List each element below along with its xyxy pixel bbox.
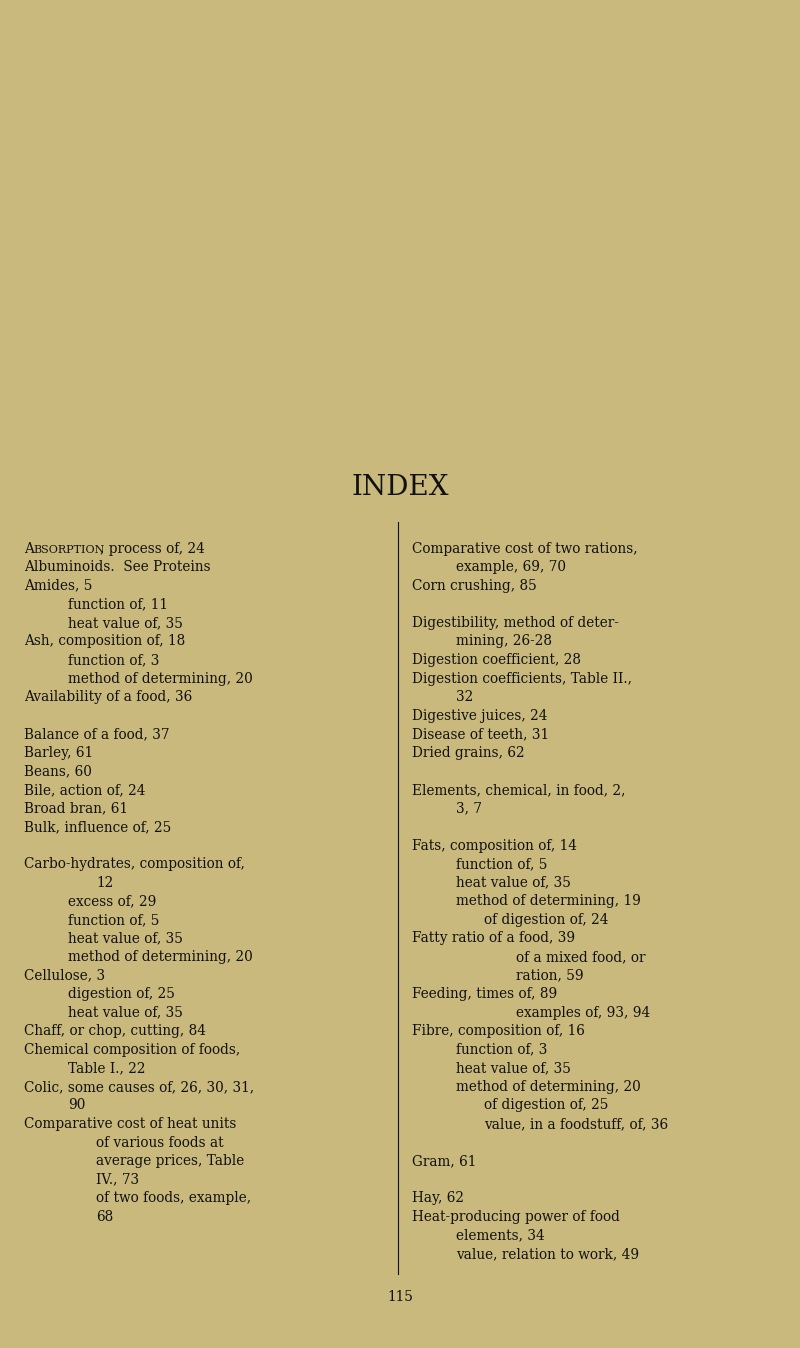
Text: ration, 59: ration, 59 <box>516 968 584 983</box>
Text: function of, 3: function of, 3 <box>456 1043 547 1057</box>
Text: INDEX: INDEX <box>351 474 449 501</box>
Text: Albuminoids.  See Proteins: Albuminoids. See Proteins <box>24 561 210 574</box>
Text: Balance of a food, 37: Balance of a food, 37 <box>24 728 170 741</box>
Text: Disease of teeth, 31: Disease of teeth, 31 <box>412 728 549 741</box>
Text: Feeding, times of, 89: Feeding, times of, 89 <box>412 987 558 1002</box>
Text: Dried grains, 62: Dried grains, 62 <box>412 745 525 760</box>
Text: function of, 5: function of, 5 <box>68 913 159 927</box>
Text: heat value of, 35: heat value of, 35 <box>456 876 571 890</box>
Text: 32: 32 <box>456 690 474 704</box>
Text: heat value of, 35: heat value of, 35 <box>456 1061 571 1076</box>
Text: function of, 3: function of, 3 <box>68 652 159 667</box>
Text: function of, 5: function of, 5 <box>456 857 547 871</box>
Text: Availability of a food, 36: Availability of a food, 36 <box>24 690 192 704</box>
Text: method of determining, 20: method of determining, 20 <box>68 950 253 964</box>
Text: heat value of, 35: heat value of, 35 <box>68 931 183 945</box>
Text: Cellulose, 3: Cellulose, 3 <box>24 968 105 983</box>
Text: 90: 90 <box>68 1099 86 1112</box>
Text: Corn crushing, 85: Corn crushing, 85 <box>412 578 537 593</box>
Text: function of, 11: function of, 11 <box>68 597 168 612</box>
Text: BSORPTION: BSORPTION <box>34 545 105 554</box>
Text: A: A <box>24 542 34 555</box>
Text: of a mixed food, or: of a mixed food, or <box>516 950 646 964</box>
Text: of various foods at: of various foods at <box>96 1135 224 1150</box>
Text: Beans, 60: Beans, 60 <box>24 764 92 778</box>
Text: 68: 68 <box>96 1209 114 1224</box>
Text: average prices, Table: average prices, Table <box>96 1154 244 1169</box>
Text: Gram, 61: Gram, 61 <box>412 1154 476 1169</box>
Text: Digestive juices, 24: Digestive juices, 24 <box>412 709 547 723</box>
Text: Table I., 22: Table I., 22 <box>68 1061 146 1076</box>
Text: Carbo-hydrates, composition of,: Carbo-hydrates, composition of, <box>24 857 245 871</box>
Text: method of determining, 19: method of determining, 19 <box>456 894 641 909</box>
Text: heat value of, 35: heat value of, 35 <box>68 616 183 630</box>
Text: value, in a foodstuff, of, 36: value, in a foodstuff, of, 36 <box>484 1117 668 1131</box>
Text: example, 69, 70: example, 69, 70 <box>456 561 566 574</box>
Text: digestion of, 25: digestion of, 25 <box>68 987 175 1002</box>
Text: of digestion of, 25: of digestion of, 25 <box>484 1099 608 1112</box>
Text: Comparative cost of two rations,: Comparative cost of two rations, <box>412 542 638 555</box>
Text: Broad bran, 61: Broad bran, 61 <box>24 802 128 816</box>
Text: Ash, composition of, 18: Ash, composition of, 18 <box>24 635 186 648</box>
Text: elements, 34: elements, 34 <box>456 1228 545 1243</box>
Text: method of determining, 20: method of determining, 20 <box>68 671 253 686</box>
Text: , process of, 24: , process of, 24 <box>100 542 205 555</box>
Text: of digestion of, 24: of digestion of, 24 <box>484 913 609 927</box>
Text: Colic, some causes of, 26, 30, 31,: Colic, some causes of, 26, 30, 31, <box>24 1080 254 1093</box>
Text: examples of, 93, 94: examples of, 93, 94 <box>516 1006 650 1019</box>
Text: Digestion coefficient, 28: Digestion coefficient, 28 <box>412 652 581 667</box>
Text: Chemical composition of foods,: Chemical composition of foods, <box>24 1043 240 1057</box>
Text: Bile, action of, 24: Bile, action of, 24 <box>24 783 146 797</box>
Text: 115: 115 <box>387 1290 413 1304</box>
Text: mining, 26-28: mining, 26-28 <box>456 635 552 648</box>
Text: of two foods, example,: of two foods, example, <box>96 1192 251 1205</box>
Text: heat value of, 35: heat value of, 35 <box>68 1006 183 1019</box>
Text: IV., 73: IV., 73 <box>96 1173 139 1186</box>
Text: Chaff, or chop, cutting, 84: Chaff, or chop, cutting, 84 <box>24 1024 206 1038</box>
Text: Comparative cost of heat units: Comparative cost of heat units <box>24 1117 236 1131</box>
Text: Bulk, influence of, 25: Bulk, influence of, 25 <box>24 820 171 834</box>
Text: 3, 7: 3, 7 <box>456 802 482 816</box>
Text: 12: 12 <box>96 876 114 890</box>
Text: Hay, 62: Hay, 62 <box>412 1192 464 1205</box>
Text: excess of, 29: excess of, 29 <box>68 894 156 909</box>
Text: Digestion coefficients, Table II.,: Digestion coefficients, Table II., <box>412 671 632 686</box>
Text: Amides, 5: Amides, 5 <box>24 578 92 593</box>
Text: value, relation to work, 49: value, relation to work, 49 <box>456 1247 639 1260</box>
Text: method of determining, 20: method of determining, 20 <box>456 1080 641 1093</box>
Text: Barley, 61: Barley, 61 <box>24 745 93 760</box>
Text: Elements, chemical, in food, 2,: Elements, chemical, in food, 2, <box>412 783 626 797</box>
Text: Heat-producing power of food: Heat-producing power of food <box>412 1209 620 1224</box>
Text: Fibre, composition of, 16: Fibre, composition of, 16 <box>412 1024 585 1038</box>
Text: Fats, composition of, 14: Fats, composition of, 14 <box>412 838 577 852</box>
Text: Fatty ratio of a food, 39: Fatty ratio of a food, 39 <box>412 931 575 945</box>
Text: Digestibility, method of deter-: Digestibility, method of deter- <box>412 616 619 630</box>
